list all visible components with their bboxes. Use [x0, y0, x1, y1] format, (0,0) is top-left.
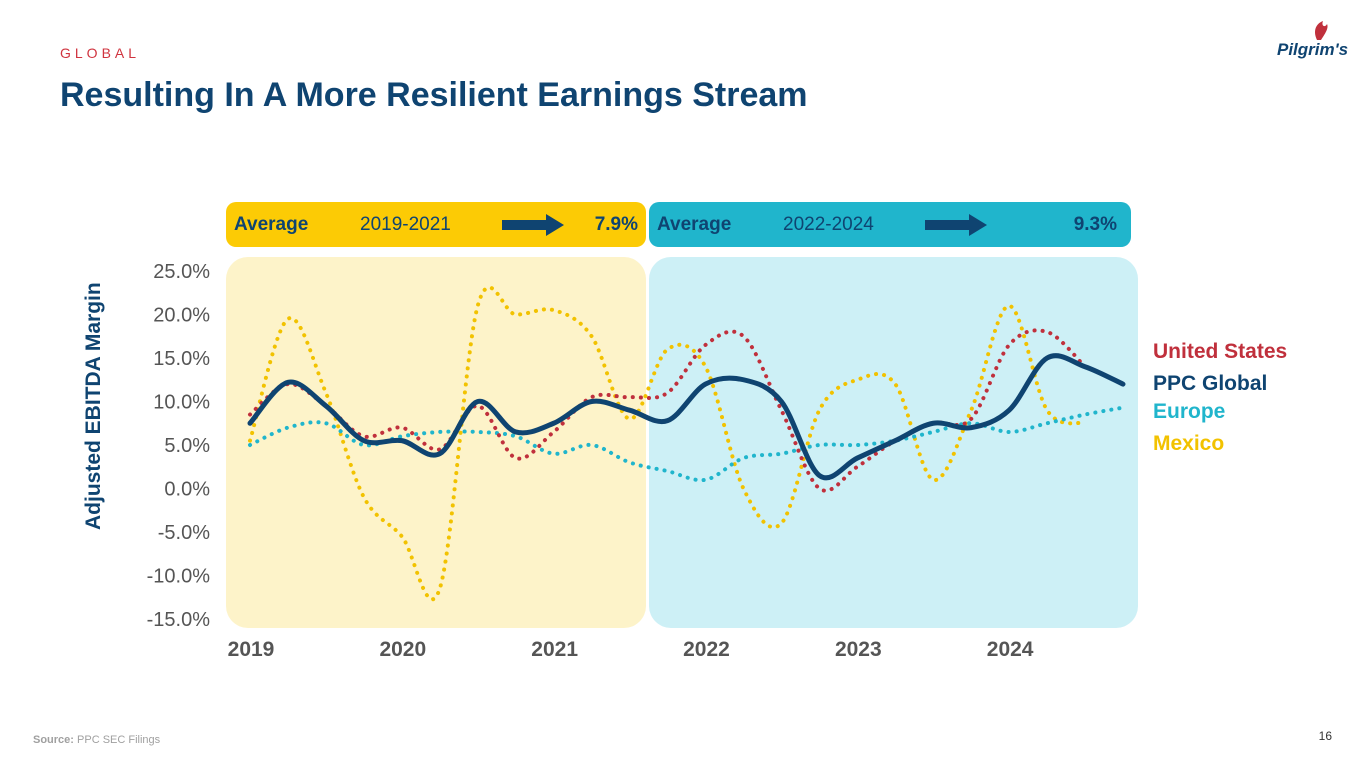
series-line-mexico [248, 285, 1088, 602]
source-note: Source: PPC SEC Filings [33, 734, 160, 746]
y-tick-label: -15.0% [147, 609, 211, 631]
average-box-2022-2024: Average 2022-2024 9.3% [649, 202, 1131, 247]
legend-ppc-global: PPC Global [1153, 372, 1268, 395]
average-label: Average [657, 213, 732, 235]
average-value: 9.3% [1073, 213, 1117, 235]
source-text: PPC SEC Filings [77, 734, 161, 746]
legend-united-states: United States [1153, 340, 1288, 363]
series-line-europe [248, 405, 1125, 483]
series-line-ppc-global [247, 353, 1126, 481]
logo-text: Pilgrim's [1277, 40, 1349, 59]
legend-mexico: Mexico [1153, 432, 1225, 455]
y-tick-label: 20.0% [153, 305, 210, 327]
page-number: 16 [1318, 729, 1332, 743]
y-tick-label: 0.0% [164, 479, 210, 501]
average-years: 2019-2021 [360, 213, 451, 235]
average-value: 7.9% [594, 213, 638, 235]
arrow-right-icon [502, 213, 564, 236]
y-tick-label: 5.0% [164, 435, 210, 457]
source-label: Source: [33, 734, 74, 746]
y-tick-label: 10.0% [153, 392, 210, 414]
average-label: Average [234, 213, 309, 235]
x-tick-label: 2022 [683, 638, 730, 661]
average-box-2019-2021: Average 2019-2021 7.9% [226, 202, 646, 247]
y-tick-label: -5.0% [158, 522, 210, 544]
page-title: Resulting In A More Resilient Earnings S… [60, 76, 808, 114]
x-tick-label: 2023 [835, 638, 882, 661]
shaded-period-2019-2021 [226, 257, 646, 628]
x-tick-label: 2021 [531, 638, 578, 661]
rooster-icon [1315, 21, 1328, 40]
x-tick-label: 2024 [987, 638, 1034, 661]
x-tick-label: 2019 [228, 638, 275, 661]
legend-europe: Europe [1153, 400, 1226, 423]
arrow-right-icon [925, 213, 987, 236]
section-label: GLOBAL [60, 45, 141, 61]
y-tick-label: 25.0% [153, 261, 210, 283]
y-tick-label: -10.0% [147, 566, 211, 588]
y-tick-label: 15.0% [153, 348, 210, 370]
x-tick-label: 2020 [379, 638, 426, 661]
pilgrims-logo: Pilgrim's [1277, 18, 1349, 66]
average-years: 2022-2024 [783, 213, 874, 235]
